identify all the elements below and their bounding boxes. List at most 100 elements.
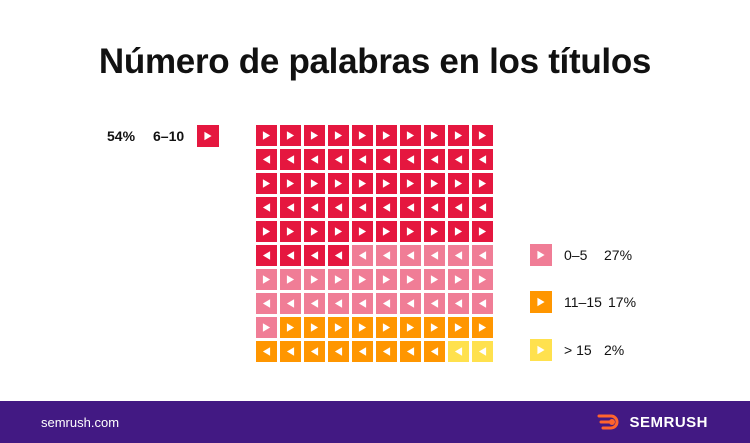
play-right-icon xyxy=(454,131,463,140)
legend-label: 0–5 xyxy=(564,247,588,263)
play-right-icon xyxy=(478,227,487,236)
waffle-cell-11-15 xyxy=(352,341,373,362)
waffle-cell-6-10 xyxy=(352,197,373,218)
play-left-icon xyxy=(406,299,415,308)
play-left-icon xyxy=(262,155,271,164)
waffle-cell-0-5 xyxy=(400,269,421,290)
play-left-icon xyxy=(262,347,271,356)
waffle-cell-0-5 xyxy=(424,269,445,290)
waffle-cell-6-10 xyxy=(280,125,301,146)
waffle-cell-0-5 xyxy=(424,293,445,314)
play-left-icon xyxy=(262,251,271,260)
play-left-icon xyxy=(406,155,415,164)
play-right-icon xyxy=(286,323,295,332)
waffle-cell-11-15 xyxy=(328,317,349,338)
play-right-icon xyxy=(382,323,391,332)
waffle-cell-11-15 xyxy=(280,341,301,362)
play-left-icon xyxy=(334,155,343,164)
play-left-icon xyxy=(454,347,463,356)
play-right-icon xyxy=(430,227,439,236)
waffle-cell-0-5 xyxy=(376,293,397,314)
play-left-icon xyxy=(382,299,391,308)
waffle-cell-6-10 xyxy=(400,149,421,170)
waffle-cell-11-15 xyxy=(400,341,421,362)
play-right-icon xyxy=(310,131,319,140)
waffle-cell-0-5 xyxy=(424,245,445,266)
waffle-cell-0-5 xyxy=(328,293,349,314)
waffle-cell-11-15 xyxy=(304,341,325,362)
waffle-grid xyxy=(256,125,493,362)
waffle-cell-6-10 xyxy=(376,173,397,194)
play-right-icon xyxy=(406,323,415,332)
waffle-cell-6-10 xyxy=(424,221,445,242)
play-right-icon xyxy=(478,131,487,140)
legend-swatch-6-10 xyxy=(197,125,219,147)
waffle-cell-6-10 xyxy=(280,173,301,194)
play-left-icon xyxy=(382,347,391,356)
waffle-cell-11-15 xyxy=(328,341,349,362)
waffle-cell-6-10 xyxy=(376,197,397,218)
waffle-cell-0-5 xyxy=(376,269,397,290)
play-left-icon xyxy=(286,251,295,260)
play-left-icon xyxy=(430,203,439,212)
play-right-icon xyxy=(382,275,391,284)
play-right-icon xyxy=(406,179,415,188)
play-left-icon xyxy=(382,203,391,212)
legend-value: 27% xyxy=(604,247,633,263)
waffle-cell-11-15 xyxy=(448,317,469,338)
legend-value: 2% xyxy=(604,342,625,358)
play-right-icon xyxy=(310,275,319,284)
waffle-cell-6-10 xyxy=(280,197,301,218)
waffle-cell-6-10 xyxy=(472,221,493,242)
waffle-cell-0-5 xyxy=(400,293,421,314)
waffle-cell-6-10 xyxy=(400,125,421,146)
play-right-icon xyxy=(334,275,343,284)
waffle-cell-11-15 xyxy=(400,317,421,338)
play-right-icon xyxy=(478,323,487,332)
waffle-cell-6-10 xyxy=(256,221,277,242)
play-left-icon xyxy=(310,251,319,260)
footer-site-link[interactable]: semrush.com xyxy=(41,415,120,430)
play-left-icon xyxy=(262,299,271,308)
waffle-cell-0-5 xyxy=(256,317,277,338)
play-left-icon xyxy=(478,251,487,260)
play-right-icon xyxy=(262,227,271,236)
play-right-icon xyxy=(537,250,545,260)
brand-name: SEMRUSH xyxy=(629,413,708,431)
play-right-icon xyxy=(454,227,463,236)
play-left-icon xyxy=(478,299,487,308)
waffle-cell-0-5 xyxy=(304,269,325,290)
waffle-cell-6-10 xyxy=(304,197,325,218)
waffle-cell-0-5 xyxy=(472,293,493,314)
play-right-icon xyxy=(478,179,487,188)
waffle-cell-6-10 xyxy=(280,149,301,170)
waffle-cell-6-10 xyxy=(424,197,445,218)
play-right-icon xyxy=(358,323,367,332)
play-right-icon xyxy=(286,275,295,284)
play-right-icon xyxy=(334,179,343,188)
waffle-cell-11-15 xyxy=(472,317,493,338)
play-right-icon xyxy=(358,131,367,140)
waffle-cell-0-5 xyxy=(448,269,469,290)
play-right-icon xyxy=(286,179,295,188)
waffle-cell-11-15 xyxy=(256,341,277,362)
legend-value: 54% xyxy=(107,128,136,144)
play-left-icon xyxy=(286,203,295,212)
waffle-cell-0-5 xyxy=(256,269,277,290)
play-right-icon xyxy=(430,323,439,332)
waffle-cell-11-15 xyxy=(280,317,301,338)
play-left-icon xyxy=(286,347,295,356)
play-right-icon xyxy=(262,323,271,332)
waffle-cell-0-5 xyxy=(448,293,469,314)
play-left-icon xyxy=(358,203,367,212)
waffle-cell-6-10 xyxy=(352,221,373,242)
waffle-cell-6-10 xyxy=(352,125,373,146)
waffle-cell-6-10 xyxy=(424,149,445,170)
play-right-icon xyxy=(334,131,343,140)
waffle-cell-6-10 xyxy=(376,149,397,170)
waffle-cell-6-10 xyxy=(304,149,325,170)
play-left-icon xyxy=(334,251,343,260)
play-left-icon xyxy=(454,155,463,164)
waffle-cell-6-10 xyxy=(472,149,493,170)
play-left-icon xyxy=(358,251,367,260)
